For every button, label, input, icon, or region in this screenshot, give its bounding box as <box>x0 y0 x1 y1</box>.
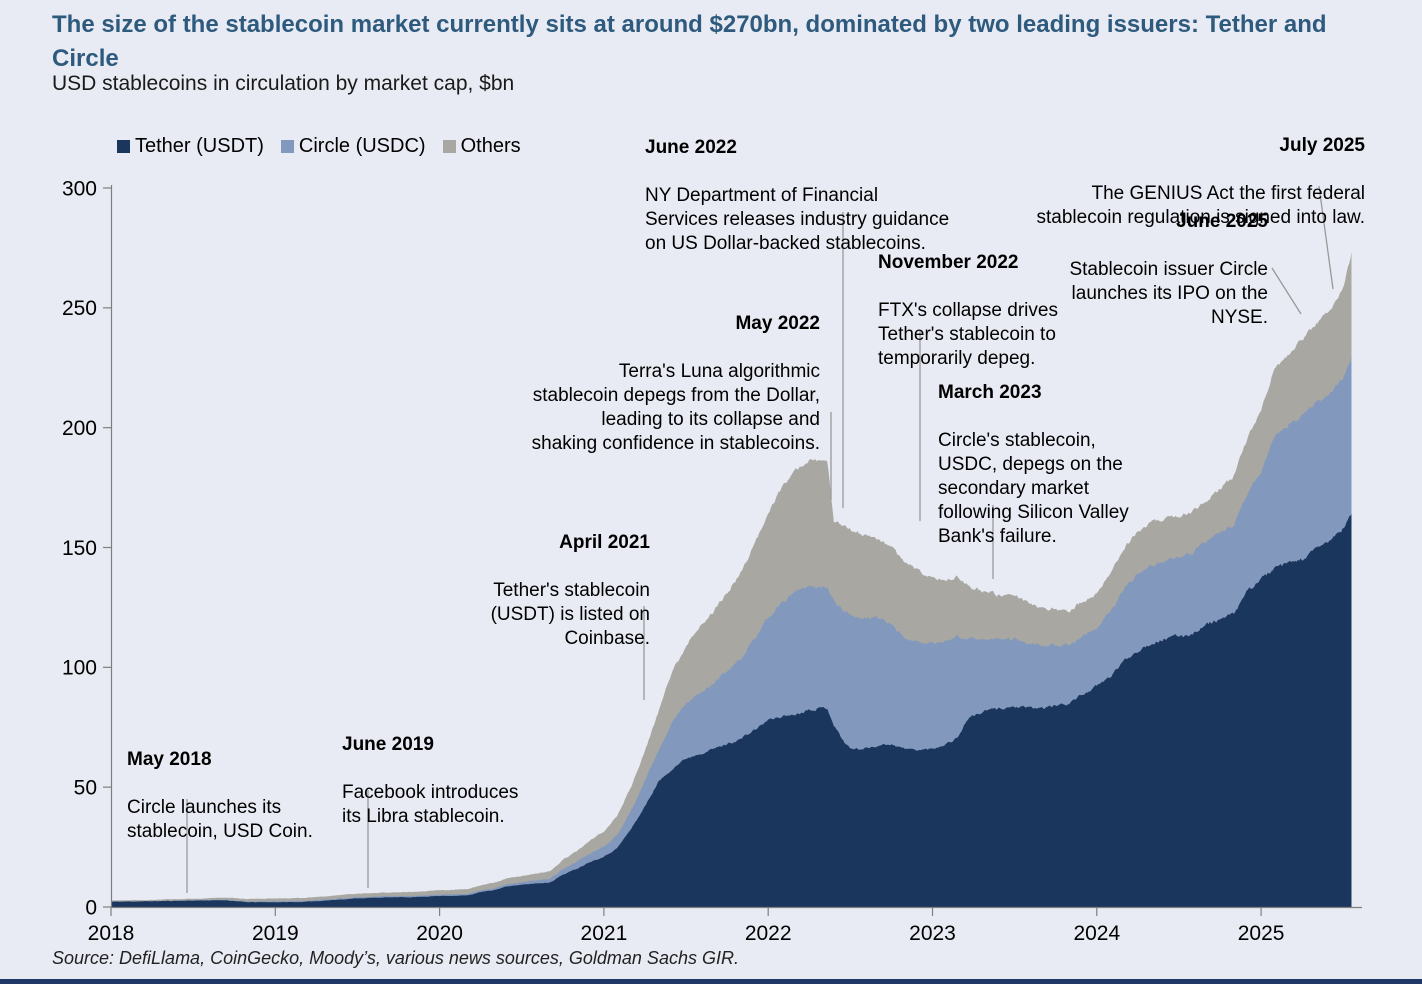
x-tick-label: 2022 <box>745 922 792 945</box>
x-tick-label: 2018 <box>88 922 135 945</box>
annotation-may-2018: May 2018 Circle launches its stablecoin,… <box>127 724 313 868</box>
annotation-text: FTX's collapse drives Tether's stablecoi… <box>878 300 1058 369</box>
page-title: The size of the stablecoin market curren… <box>52 11 1327 72</box>
legend-label-tether: Tether (USDT) <box>135 135 264 157</box>
annotation-leader-line <box>1318 185 1334 290</box>
annotation-date: June 2022 <box>645 137 737 158</box>
annotation-date: November 2022 <box>878 252 1019 273</box>
annotation-july-2025: July 2025 The GENIUS Act the first feder… <box>1037 110 1365 254</box>
annotation-april-2021: April 2021 Tether's stablecoin (USDT) is… <box>491 507 650 675</box>
y-tick-label: 300 <box>62 177 97 200</box>
annotation-text: Circle launches its stablecoin, USD Coin… <box>127 797 313 842</box>
annotation-text: Tether's stablecoin (USDT) is listed on … <box>490 580 650 649</box>
circle-swatch-icon <box>280 140 294 153</box>
legend-item-circle: Circle (USDC) <box>280 135 426 158</box>
annotation-text: Stablecoin issuer Circle launches its IP… <box>1069 259 1268 328</box>
annotation-may-2022: May 2022 Terra's Luna algorithmic stable… <box>532 288 820 480</box>
y-tick-label: 0 <box>85 896 97 919</box>
x-tick-label: 2024 <box>1073 922 1120 945</box>
tether-swatch-icon <box>117 140 130 153</box>
annotation-date: June 2025 <box>1176 211 1268 232</box>
annotation-june-2019: June 2019 Facebook introduces its Libra … <box>342 709 518 853</box>
annotation-date: May 2022 <box>735 313 820 334</box>
annotation-leader-line <box>1271 267 1302 315</box>
legend-label-circle: Circle (USDC) <box>298 135 426 157</box>
x-tick-label: 2021 <box>581 922 628 945</box>
tether-area <box>111 513 1352 907</box>
y-tick-label: 250 <box>62 297 97 320</box>
annotation-text: NY Department of Financial Services rele… <box>645 185 950 254</box>
y-tick-label: 200 <box>62 417 97 440</box>
annotation-june-2022: June 2022 NY Department of Financial Ser… <box>645 112 949 280</box>
annotation-date: July 2025 <box>1279 135 1365 156</box>
y-tick-label: 100 <box>62 657 97 680</box>
legend: Tether (USDT) Circle (USDC) Others <box>117 135 521 158</box>
legend-item-tether: Tether (USDT) <box>117 135 264 158</box>
y-tick-label: 50 <box>74 777 97 800</box>
bottom-border-bar <box>0 979 1422 984</box>
others-swatch-icon <box>442 140 456 153</box>
x-tick-label: 2025 <box>1238 922 1285 945</box>
annotation-june-2025: June 2025 Stablecoin issuer Circle launc… <box>1069 186 1268 354</box>
annotation-text: Facebook introduces its Libra stablecoin… <box>342 782 519 827</box>
annotation-date: May 2018 <box>127 749 212 770</box>
x-tick-label: 2023 <box>909 922 956 945</box>
x-tick-label: 2020 <box>416 922 463 945</box>
annotation-date: June 2019 <box>342 734 434 755</box>
annotation-november-2022: November 2022 FTX's collapse drives Teth… <box>878 227 1058 395</box>
legend-label-others: Others <box>460 135 521 157</box>
annotation-march-2023: March 2023 Circle's stablecoin, USDC, de… <box>938 357 1129 573</box>
source-note: Source: DefiLlama, CoinGecko, Moody’s, v… <box>52 948 739 968</box>
legend-item-others: Others <box>442 135 521 158</box>
page-subtitle: USD stablecoins in circulation by market… <box>52 72 515 95</box>
annotation-date: March 2023 <box>938 382 1042 403</box>
annotation-date: April 2021 <box>559 532 650 553</box>
annotation-text: Circle's stablecoin, USDC, depegs on the… <box>938 430 1129 547</box>
x-tick-label: 2019 <box>252 922 299 945</box>
y-tick-label: 150 <box>62 537 97 560</box>
annotation-text: Terra's Luna algorithmic stablecoin depe… <box>531 361 820 454</box>
annotation-text: The GENIUS Act the first federal stablec… <box>1036 183 1365 228</box>
